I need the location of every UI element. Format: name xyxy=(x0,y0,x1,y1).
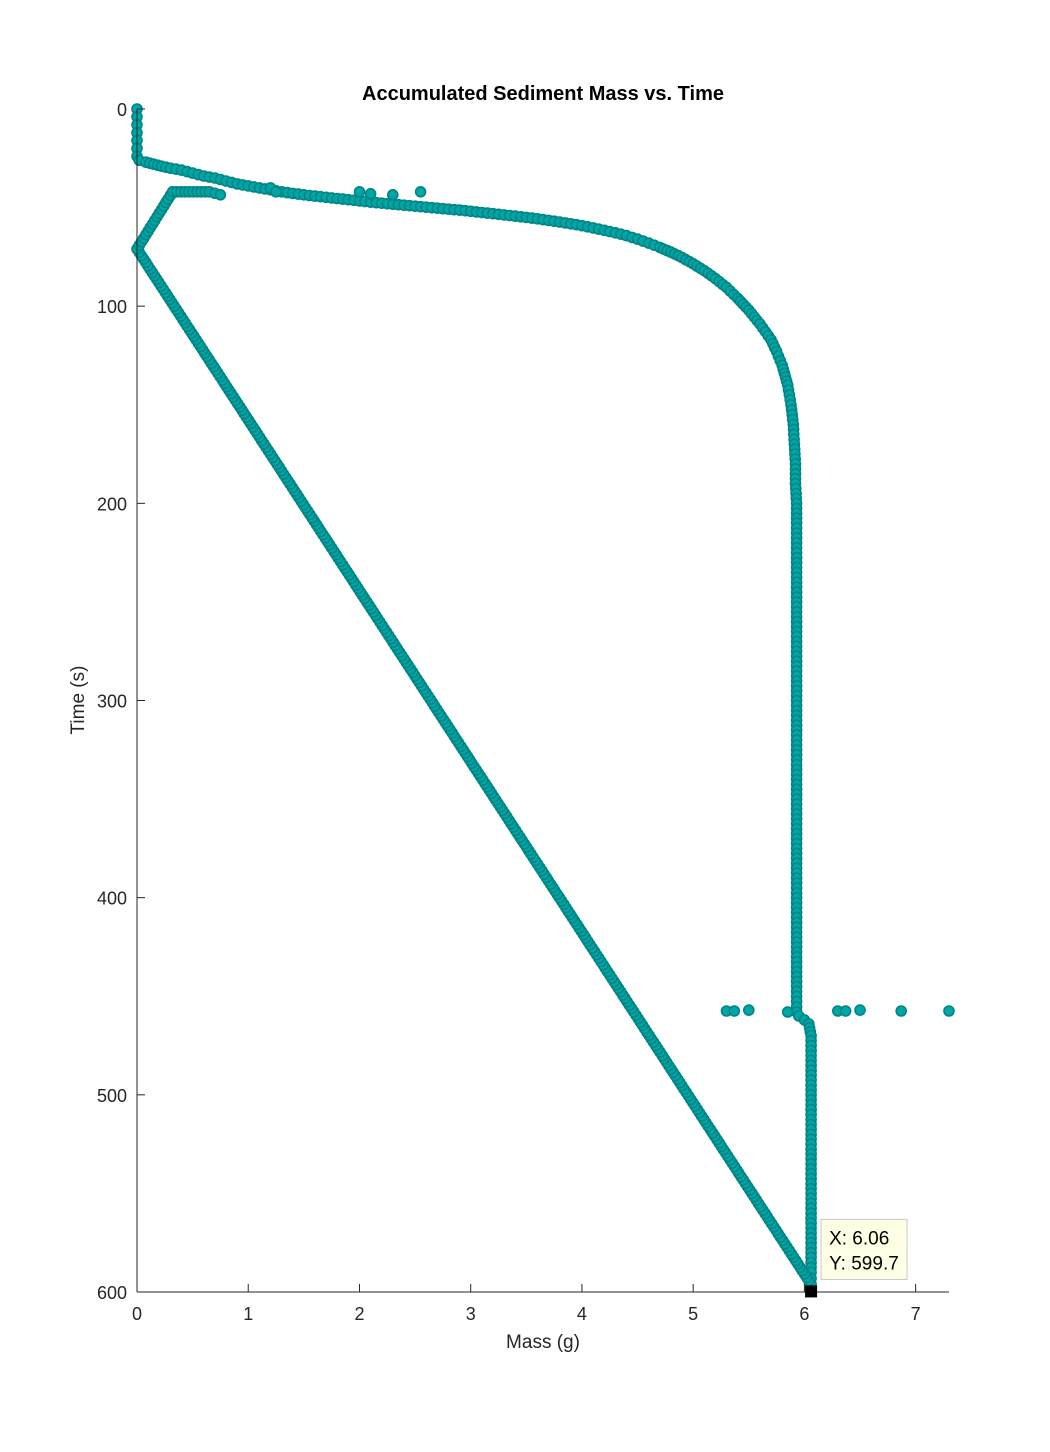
datatip-box xyxy=(820,1218,908,1280)
x-tick-label: 6 xyxy=(799,1304,809,1324)
data-point xyxy=(943,1005,955,1017)
x-tick-label: 0 xyxy=(132,1304,142,1324)
datatip[interactable]: X: 6.06 Y: 599.7 xyxy=(805,1218,908,1298)
x-ticks: 0 1 2 3 4 5 6 7 xyxy=(132,1284,921,1324)
data-point xyxy=(839,1005,852,1017)
data-point xyxy=(364,188,377,200)
x-tick-label: 5 xyxy=(688,1304,698,1324)
x-tick-label: 7 xyxy=(911,1304,921,1324)
datatip-x-text: X: 6.06 xyxy=(829,1228,889,1249)
y-tick-label: 0 xyxy=(117,100,127,120)
data-point xyxy=(214,189,227,201)
y-tick-label: 400 xyxy=(97,889,127,909)
data-point xyxy=(270,186,282,198)
y-tick-label: 500 xyxy=(97,1086,127,1106)
data-point xyxy=(728,1005,741,1017)
x-tick-label: 3 xyxy=(466,1304,476,1324)
datatip-y-text: Y: 599.7 xyxy=(829,1253,899,1274)
y-axis-label: Time (s) xyxy=(68,666,89,735)
data-point xyxy=(353,186,366,198)
x-axis-label: Mass (g) xyxy=(506,1332,580,1353)
y-tick-label: 600 xyxy=(97,1283,127,1303)
x-tick-label: 2 xyxy=(354,1304,364,1324)
data-point xyxy=(895,1005,908,1017)
datatip-marker[interactable] xyxy=(805,1285,818,1298)
data-point xyxy=(386,189,399,201)
x-tick-label: 1 xyxy=(243,1304,253,1324)
data-point xyxy=(742,1004,755,1016)
y-tick-label: 200 xyxy=(97,494,127,514)
y-tick-label: 300 xyxy=(97,692,127,712)
x-tick-label: 4 xyxy=(577,1304,587,1324)
axes xyxy=(136,109,949,1293)
data-point xyxy=(781,1006,794,1018)
y-ticks: 0 100 200 300 400 500 600 xyxy=(97,100,145,1303)
data-point xyxy=(854,1004,866,1016)
chart-title: Accumulated Sediment Mass vs. Time xyxy=(362,83,724,105)
scatter-series xyxy=(131,103,955,1290)
y-tick-label: 100 xyxy=(97,297,127,317)
data-point xyxy=(414,186,427,198)
